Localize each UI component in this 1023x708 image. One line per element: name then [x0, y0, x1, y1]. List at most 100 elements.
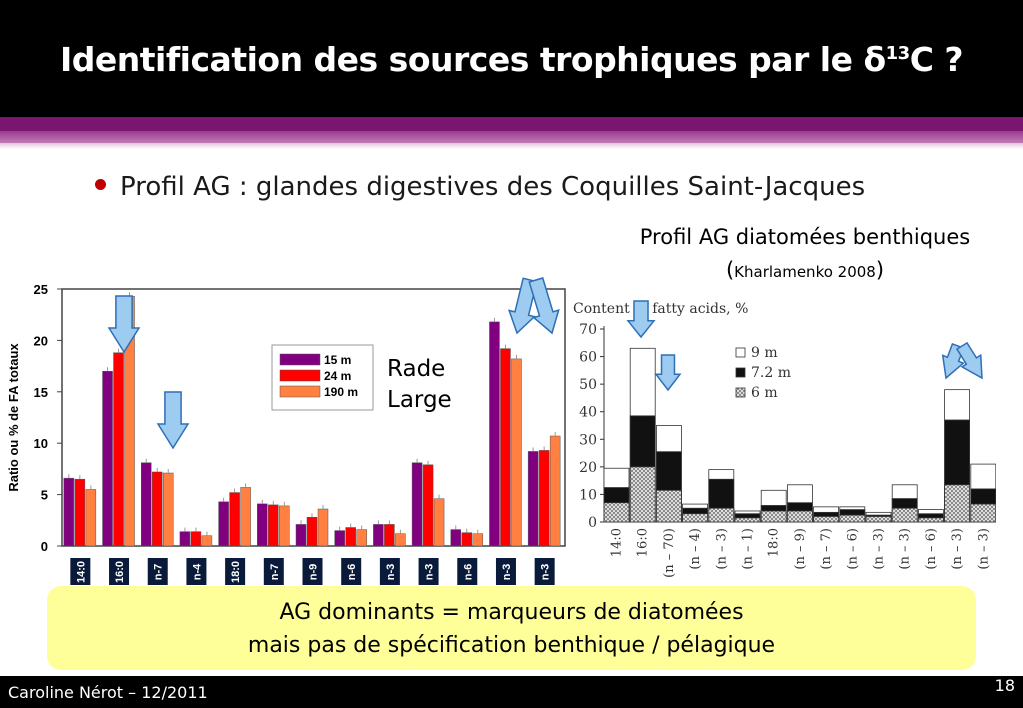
category-label-bg [147, 558, 168, 585]
legend-swatch [279, 385, 321, 398]
rade-label: Rade [387, 356, 446, 382]
category-label-bg [225, 558, 246, 585]
category-label-bg [302, 558, 323, 585]
left-bar-chart: 0 5 10 15 20 25 Ratio ou % de FA totaux 14:0 16:… [0, 270, 570, 585]
bar-24m-3 [190, 531, 202, 547]
category-label-bg [457, 558, 478, 585]
bar-6m-1 [629, 466, 656, 523]
y-tick-label: 60 [579, 350, 597, 366]
category-label: (n – 6) [924, 528, 939, 570]
category-label-bg [70, 558, 91, 585]
legend-label: 15 m [324, 353, 351, 367]
conclusion-box: AG dominants = marqueurs de diatomées ma… [47, 586, 976, 670]
bar-6m-13 [944, 484, 971, 523]
y-tick-label: 50 [579, 377, 597, 393]
category-label-bg [418, 558, 439, 585]
category-label: (n – 4) [688, 528, 703, 570]
highlight-arrow-icon [107, 295, 141, 354]
legend-swatch [735, 387, 746, 398]
y-tick-label: 10 [579, 487, 597, 503]
bar-6m-10 [865, 516, 892, 523]
category-label: (n – 3) [714, 528, 729, 570]
legend-label: 24 m [324, 369, 351, 383]
category-label: (n – 6) [845, 528, 860, 570]
highlight-arrow-icon [654, 354, 682, 392]
category-label: (n – 3) [950, 528, 965, 570]
legend-label: 6 m [751, 385, 778, 401]
category-label: (n – 70) [662, 528, 677, 578]
bar-6m-8 [813, 516, 840, 523]
accent-band-light [0, 131, 1023, 143]
bar-6m-2 [656, 489, 682, 523]
highlight-arrow-icon [955, 341, 983, 380]
bar-6m-5 [734, 517, 761, 523]
category-label: n-3 [540, 564, 552, 581]
legend-swatch [735, 367, 746, 378]
y-tick-label: 25 [34, 282, 48, 297]
category-label-bg [341, 558, 362, 585]
category-label: n-6 [346, 564, 358, 581]
right-bar-chart: Content of fatty acids, % 0 10 20 30 40 50 60 70… [573, 301, 996, 578]
bullet-dot [95, 179, 106, 190]
category-label: (n – 9) [793, 528, 808, 570]
category-label: n-7 [269, 564, 281, 581]
bar-6m-4 [708, 507, 735, 523]
rade-large-labels: Rade Large [387, 354, 452, 416]
category-label-bg [186, 558, 207, 585]
bar-6m-11 [891, 507, 918, 523]
legend: 9 m 7.2 m 6 m [735, 345, 791, 401]
large-label: Large [387, 387, 452, 413]
highlight-arrow-icon [626, 300, 656, 339]
highlight-arrow-icon [156, 391, 190, 450]
bar-15m-12 [527, 451, 539, 547]
category-label: 14:0 [75, 561, 87, 583]
footer-author: Caroline Nérot – 12/2011 [8, 683, 208, 702]
category-label: 18:0 [230, 561, 242, 583]
y-tick-label: 15 [34, 385, 48, 400]
bar-6m-6 [760, 510, 787, 523]
header-bar [0, 0, 1023, 117]
category-label: (n – 3) [898, 528, 913, 570]
category-label: (n – 3) [976, 528, 991, 570]
callout-line-2: mais pas de spécification benthique / pé… [247, 633, 776, 658]
category-label: n-3 [424, 564, 436, 581]
bar-190m-0 [85, 489, 97, 547]
right-chart-reference: (Kharlamenko 2008) [725, 258, 885, 282]
y-tick-label: 20 [579, 460, 597, 476]
y-tick-label: 0 [41, 539, 48, 554]
legend-swatch [279, 369, 321, 382]
highlight-arrow-icon [528, 277, 560, 335]
category-label-bg [109, 558, 130, 585]
y-tick-label: 30 [579, 432, 597, 448]
category-label-bg [534, 558, 555, 585]
category-label: 16:0 [636, 528, 651, 557]
category-label: n-9 [308, 564, 320, 581]
bar-6m-9 [839, 514, 866, 523]
y-tick-label: 0 [588, 515, 597, 531]
bar-15m-3 [179, 531, 191, 547]
category-label: n-3 [385, 564, 397, 581]
y-tick-label: 70 [579, 322, 597, 338]
category-label: n-7 [153, 564, 165, 581]
footer-bar [0, 676, 1023, 708]
bar-190m-5 [279, 505, 290, 547]
category-label: n-3 [501, 564, 513, 581]
legend-label: 9 m [751, 345, 778, 361]
legend-swatch [279, 353, 321, 366]
y-tick-label: 5 [41, 488, 48, 503]
y-tick-label: 20 [34, 333, 48, 348]
bar-6m-12 [917, 517, 944, 523]
category-label: n-6 [462, 564, 474, 581]
category-label: 16:0 [114, 561, 126, 583]
y-axis-label: Ratio ou % de FA totaux [6, 343, 21, 492]
category-label: (n – 7) [819, 528, 834, 570]
category-label: 14:0 [610, 528, 625, 557]
accent-band [0, 117, 1023, 131]
y-tick-label: 40 [579, 405, 597, 421]
legend-label: 190 m [324, 385, 358, 399]
legend: 15 m 24 m 190 m [271, 344, 374, 411]
accent-band-fade [0, 143, 1023, 149]
bullet-line: Profil AG : glandes digestives des Coqui… [95, 172, 865, 202]
category-label-bg [379, 558, 400, 585]
bar-15m-4 [218, 501, 229, 547]
